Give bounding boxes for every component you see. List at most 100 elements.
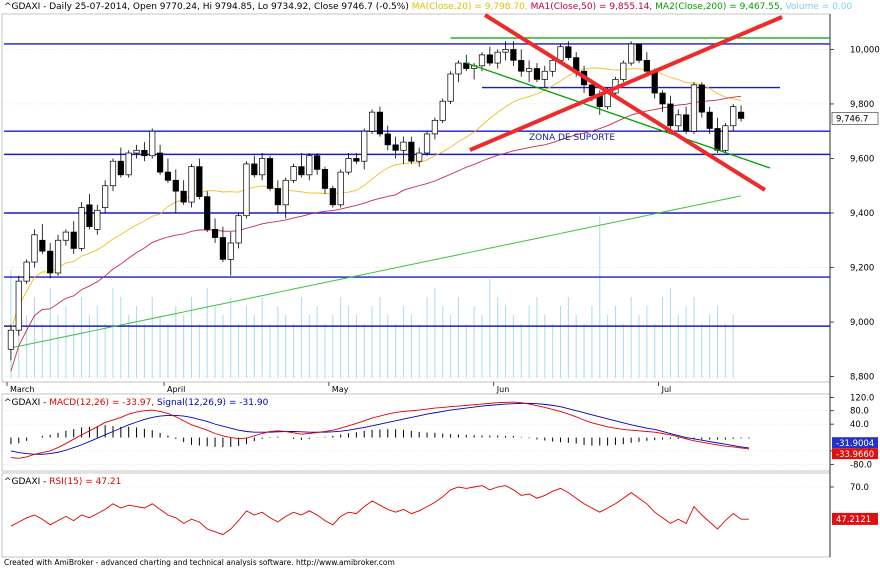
- candle-up: [478, 54, 486, 67]
- candle-down: [266, 158, 274, 189]
- candle-up: [235, 215, 242, 244]
- candle-up: [502, 49, 509, 53]
- candle-up: [109, 160, 117, 187]
- candle-down: [714, 128, 721, 151]
- y-tick-label: 9,400: [850, 209, 874, 219]
- macd-y-tick-label: 40.0: [850, 420, 869, 430]
- candle-down: [384, 133, 391, 146]
- candle-down: [298, 166, 305, 176]
- candle-up: [361, 130, 368, 162]
- candle-up: [133, 149, 140, 154]
- candle-up: [416, 152, 423, 162]
- rsi-header-rsi: RSI(15) = 47.21: [49, 477, 122, 487]
- candle-down: [698, 84, 705, 113]
- candle-up: [290, 166, 297, 181]
- y-tick-label: 9,800: [850, 100, 874, 110]
- candle-down: [392, 144, 399, 151]
- candle-down: [737, 111, 745, 119]
- candle-down: [196, 166, 203, 197]
- candle-up: [78, 207, 85, 249]
- candle-up: [620, 62, 627, 80]
- month-label: April: [167, 385, 185, 394]
- price-header-ma50: MA1(Close,50) = 9,855.14,: [530, 2, 653, 12]
- candle-down: [47, 250, 54, 274]
- ma50-line: [10, 95, 742, 372]
- candle-up: [243, 163, 250, 217]
- last-price-label: 9,746.7: [836, 114, 868, 124]
- price-header: ^GDAXI - Daily 25-07-2014, Open 9770.24,…: [4, 2, 853, 12]
- candle-up: [282, 179, 289, 206]
- candle-down: [70, 231, 77, 249]
- macd-header: ^GDAXI - MACD(12,26) = -33.97, Signal(12…: [4, 397, 268, 409]
- candle-up: [368, 111, 376, 132]
- candle-up: [31, 234, 38, 263]
- ma200-line: [10, 195, 742, 349]
- candle-down: [141, 149, 148, 157]
- rsi-header-symbol: ^GDAXI -: [4, 477, 47, 487]
- macd-header-macd: MACD(12,26) = -33.97,: [49, 398, 155, 408]
- candle-up: [23, 261, 30, 282]
- candle-up: [525, 68, 533, 72]
- candle-down: [180, 190, 187, 203]
- candle-up: [102, 185, 109, 208]
- candle-down: [39, 239, 46, 252]
- candle-down: [172, 179, 179, 192]
- candle-up: [431, 119, 438, 135]
- candle-down: [408, 141, 415, 162]
- month-label: Jun: [496, 385, 510, 394]
- candle-up: [423, 133, 431, 154]
- month-label: March: [10, 385, 34, 394]
- candle-down: [353, 158, 360, 162]
- rsi-line: [10, 485, 749, 536]
- candle-down: [486, 54, 493, 64]
- candle-up: [345, 158, 352, 173]
- macd-header-symbol: ^GDAXI -: [4, 398, 47, 408]
- candle-up: [675, 114, 682, 127]
- macd-y-tick-label: 80.0: [850, 407, 869, 417]
- candle-down: [156, 152, 164, 173]
- rsi-header: ^GDAXI - RSI(15) = 47.21: [4, 476, 121, 488]
- candle-up: [549, 59, 556, 72]
- macd-line: [10, 401, 749, 459]
- candle-up: [149, 130, 156, 157]
- candle-down: [117, 160, 124, 176]
- ma20-line: [10, 67, 742, 331]
- candle-up: [94, 209, 101, 230]
- red-cross-line-a: [483, 13, 767, 192]
- candle-down: [533, 68, 541, 80]
- candle-up: [7, 329, 15, 350]
- candle-up: [447, 73, 454, 102]
- y-tick-label: 9,600: [850, 154, 874, 164]
- macd-y-tick-label: -80.0: [850, 460, 872, 470]
- candle-up: [628, 43, 635, 64]
- candle-down: [164, 171, 172, 181]
- candle-down: [376, 111, 384, 135]
- macd-y-tick-label: 120.0: [850, 393, 874, 403]
- rsi-y-tick-label: 70.0: [850, 483, 869, 493]
- y-tick-label: 8,800: [850, 373, 874, 383]
- candle-down: [329, 188, 336, 206]
- y-tick-label: 9,000: [850, 318, 874, 328]
- month-label: May: [332, 385, 349, 394]
- candle-down: [204, 196, 211, 230]
- candle-up: [188, 166, 195, 203]
- y-tick-label: 9,200: [850, 264, 874, 274]
- candle-down: [518, 59, 525, 72]
- macd-value-box: [832, 448, 878, 460]
- candle-up: [227, 242, 234, 260]
- candle-up: [337, 171, 344, 206]
- candle-up: [54, 239, 62, 274]
- candle-up: [557, 46, 564, 61]
- candle-up: [400, 141, 407, 151]
- candle-down: [659, 92, 666, 105]
- rsi-value-label: 47.2121: [836, 515, 871, 525]
- price-header-ma200: MA2(Close,200) = 9,467.55,: [655, 2, 783, 12]
- candle-up: [125, 152, 132, 176]
- price-header-volume: Volume = 0.00: [785, 2, 853, 12]
- candle-up: [541, 70, 548, 80]
- red-cross-line-b: [469, 15, 783, 152]
- candle-down: [251, 163, 258, 176]
- support-zone-label: ZONA DE SUPORTE: [529, 133, 616, 143]
- candle-up: [690, 84, 698, 132]
